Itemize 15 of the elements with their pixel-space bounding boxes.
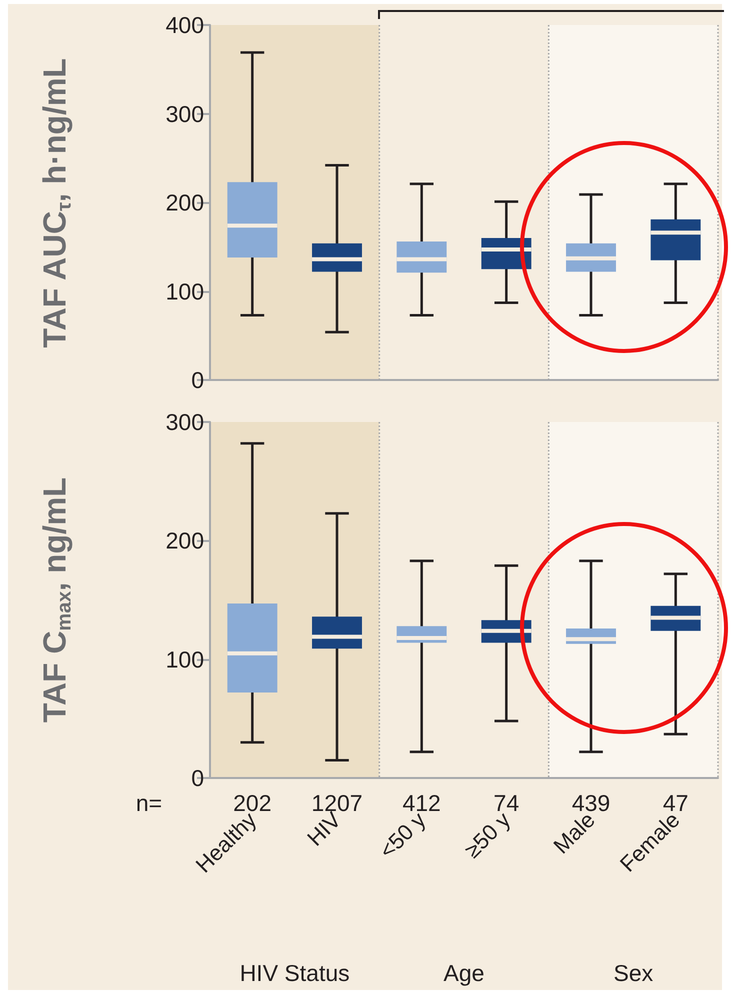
y-tick-label: 100 — [166, 646, 204, 672]
text: Sex — [614, 960, 654, 986]
y-tick-label: 200 — [166, 528, 204, 554]
y-tick-label: 100 — [166, 278, 204, 304]
text: n= — [136, 790, 162, 816]
text: Age — [444, 960, 484, 986]
y-tick-label: 0 — [191, 765, 204, 791]
y-tick-label: 300 — [166, 409, 204, 435]
text: 439 — [572, 790, 610, 816]
y-tick-label: 0 — [191, 367, 204, 393]
y-tick-label: 200 — [166, 190, 204, 216]
text: HIV Status — [240, 960, 350, 986]
y-tick-label: 300 — [166, 100, 204, 127]
y-tick-label: 400 — [166, 12, 204, 38]
text: 47 — [662, 790, 688, 816]
